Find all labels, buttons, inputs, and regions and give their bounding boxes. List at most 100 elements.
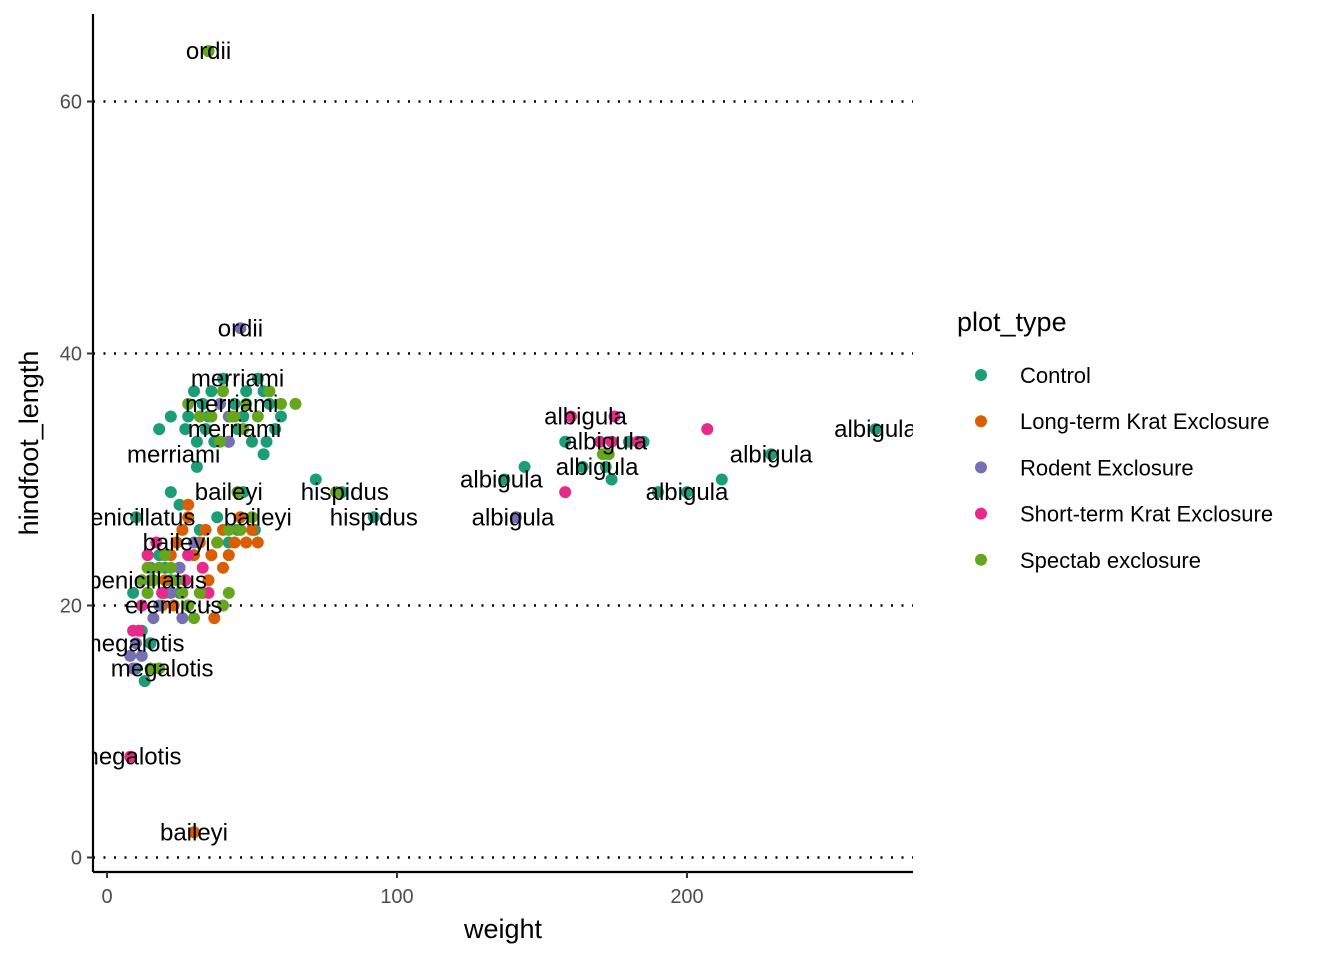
legend-key xyxy=(975,461,987,474)
legend-label: Control xyxy=(1020,363,1091,388)
data-point xyxy=(217,372,229,385)
data-point xyxy=(260,435,273,448)
data-point xyxy=(205,549,218,562)
data-point xyxy=(246,523,258,536)
data-point xyxy=(237,423,250,436)
x-tick-label: 100 xyxy=(380,886,413,908)
point-label: ordii xyxy=(186,38,231,65)
data-point xyxy=(214,435,227,448)
data-point xyxy=(170,574,183,587)
data-point xyxy=(240,397,253,410)
data-point xyxy=(211,536,224,549)
data-point xyxy=(234,322,247,335)
point-label: baileyi xyxy=(195,479,263,506)
point-label: baileyi xyxy=(160,819,228,846)
data-point xyxy=(222,549,235,562)
data-point xyxy=(179,423,192,436)
data-point xyxy=(179,574,192,587)
data-point xyxy=(251,372,264,385)
legend-label: Spectab exclosure xyxy=(1020,548,1201,573)
point-label: ordii xyxy=(218,315,263,342)
legend-key xyxy=(975,507,987,520)
data-point xyxy=(559,435,572,448)
data-point xyxy=(202,586,215,599)
data-point xyxy=(135,599,148,612)
data-point xyxy=(159,549,171,562)
data-point xyxy=(150,536,163,549)
data-point xyxy=(217,561,229,574)
data-point xyxy=(124,649,137,662)
data-point xyxy=(170,536,183,549)
data-point xyxy=(289,397,302,410)
data-point xyxy=(141,561,154,574)
data-point xyxy=(208,612,221,625)
point-label: albigula xyxy=(834,416,917,443)
data-point xyxy=(594,435,606,448)
point-label: merriami xyxy=(185,391,278,418)
data-point xyxy=(138,675,151,688)
data-point xyxy=(141,586,154,599)
data-point xyxy=(156,586,169,599)
data-point xyxy=(631,435,644,448)
data-point xyxy=(188,612,200,625)
data-point xyxy=(188,385,200,398)
point-label: albigula xyxy=(564,429,647,456)
point-labels: ordiiordiimerriamimerriamimerriamimerria… xyxy=(79,38,917,846)
data-point xyxy=(176,586,189,599)
data-point xyxy=(164,586,177,599)
y-tick-label: 60 xyxy=(60,92,82,114)
data-point xyxy=(153,423,166,436)
data-point xyxy=(193,410,206,423)
x-tick-label: 0 xyxy=(101,886,112,908)
data-point xyxy=(144,662,157,675)
data-point xyxy=(681,486,693,499)
data-point xyxy=(153,561,166,574)
data-point xyxy=(164,410,177,423)
legend-items: Control Long-term Krat Exclosure Rodent Ex… xyxy=(975,363,1273,573)
legend-label: Rodent Exclosure xyxy=(1020,455,1194,480)
data-point xyxy=(217,385,229,398)
gridlines xyxy=(93,100,913,859)
data-point xyxy=(869,423,882,436)
data-point xyxy=(225,410,238,423)
point-label: baileyi xyxy=(143,530,211,557)
data-point xyxy=(188,826,200,839)
data-point xyxy=(240,385,253,398)
data-point xyxy=(176,523,189,536)
data-point xyxy=(246,511,258,524)
point-label: megalotis xyxy=(79,744,182,771)
data-point xyxy=(190,460,203,473)
data-point xyxy=(330,486,343,499)
point-label: penicillatus xyxy=(88,567,207,594)
data-point xyxy=(147,574,160,587)
data-point xyxy=(182,511,195,524)
data-point xyxy=(182,498,195,511)
point-label: hispidus xyxy=(330,504,418,531)
data-point xyxy=(127,586,140,599)
data-point xyxy=(498,473,511,486)
data-point xyxy=(605,473,618,486)
legend-label: Short-term Krat Exclosure xyxy=(1020,502,1273,527)
data-point xyxy=(565,410,577,423)
data-point xyxy=(518,460,531,473)
data-point xyxy=(199,423,212,436)
data-point xyxy=(715,473,728,486)
data-point xyxy=(222,435,235,448)
y-tick-label: 40 xyxy=(60,344,82,366)
legend-key xyxy=(975,415,987,428)
data-point xyxy=(182,599,195,612)
data-point xyxy=(231,486,244,499)
data-points xyxy=(124,45,882,839)
data-point xyxy=(608,410,621,423)
legend: plot_type Control Long-term Krat Exclosur… xyxy=(957,307,1273,573)
point-label: hispidus xyxy=(301,479,389,506)
point-label: merriami xyxy=(188,416,281,443)
data-point xyxy=(246,435,258,448)
data-point xyxy=(228,536,241,549)
data-point xyxy=(237,410,250,423)
data-point xyxy=(251,410,264,423)
point-label: baileyi xyxy=(224,504,292,531)
data-point xyxy=(135,574,148,587)
data-point xyxy=(144,637,157,650)
point-label: albigula xyxy=(460,467,543,494)
